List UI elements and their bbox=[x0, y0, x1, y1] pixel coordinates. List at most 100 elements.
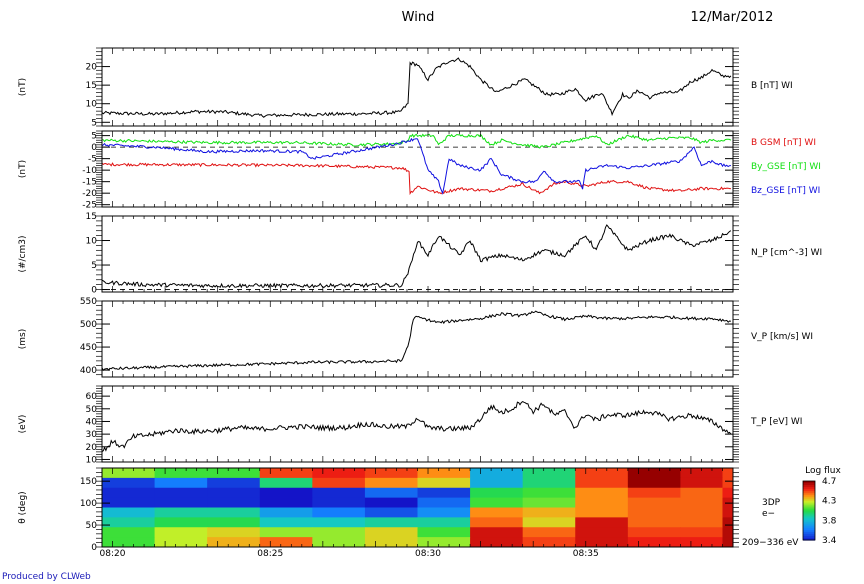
panel-frame bbox=[101, 130, 734, 208]
colorbar-segment bbox=[803, 518, 815, 521]
heatmap-cell bbox=[154, 487, 208, 499]
y-tick-label: 0 bbox=[91, 143, 97, 153]
heatmap-cell bbox=[207, 517, 261, 528]
series-line bbox=[101, 133, 732, 149]
y-tick-label: -20 bbox=[82, 189, 97, 199]
y-tick-label: 0 bbox=[91, 543, 97, 553]
heatmap-cell bbox=[102, 537, 156, 548]
heatmap-cell bbox=[102, 527, 156, 538]
heatmap-cell bbox=[364, 487, 418, 499]
heatmap-cell bbox=[154, 477, 208, 489]
heatmap-cell bbox=[312, 497, 366, 508]
y-tick-label: 40 bbox=[86, 417, 98, 427]
heatmap-cell bbox=[522, 527, 576, 538]
colorbar-segment bbox=[803, 486, 815, 490]
panel-frame bbox=[101, 215, 734, 293]
y-tick-label: 15 bbox=[86, 81, 97, 91]
y-tick-label: 400 bbox=[80, 366, 97, 376]
y-tick-label: 5 bbox=[91, 261, 97, 271]
heatmap-cell bbox=[154, 497, 208, 508]
heatmap-cell bbox=[417, 517, 471, 528]
colorbar-tick-label: 3.4 bbox=[822, 536, 837, 546]
heatmap-cell bbox=[102, 517, 156, 528]
heatmap-cell bbox=[364, 537, 418, 548]
heatmap-cell bbox=[722, 507, 734, 518]
colorbar-segment bbox=[803, 488, 815, 492]
heatmap-cell bbox=[312, 537, 366, 548]
heatmap-cell bbox=[102, 497, 156, 508]
heatmap-cell bbox=[470, 477, 524, 489]
heatmap-cell bbox=[680, 537, 723, 548]
colorbar-segment bbox=[803, 506, 815, 510]
heatmap-cell bbox=[627, 527, 681, 538]
heatmap-cell bbox=[470, 497, 524, 508]
heatmap-cell bbox=[722, 468, 734, 479]
colorbar-segment bbox=[803, 500, 815, 504]
y-tick-label: -15 bbox=[82, 178, 97, 188]
heatmap-cell bbox=[417, 507, 471, 518]
panel-label: e− bbox=[762, 509, 775, 519]
heatmap-cell bbox=[627, 517, 681, 528]
y-tick-label: 100 bbox=[80, 499, 97, 509]
colorbar-tick-label: 4.3 bbox=[822, 497, 836, 507]
heatmap-cell bbox=[417, 527, 471, 538]
series-line bbox=[101, 310, 732, 371]
heatmap-cell bbox=[627, 507, 681, 518]
colorbar-segment bbox=[803, 522, 815, 525]
heatmap-cell bbox=[575, 477, 629, 489]
series-line bbox=[101, 162, 731, 196]
heatmap-cell bbox=[259, 527, 313, 538]
heatmap-cell bbox=[627, 537, 681, 548]
heatmap-cell bbox=[259, 468, 313, 479]
colorbar-segment bbox=[803, 482, 815, 486]
heatmap-cell bbox=[154, 537, 208, 548]
colorbar-frame bbox=[802, 480, 816, 541]
heatmap-cell bbox=[470, 487, 524, 499]
heatmap-cell bbox=[470, 517, 524, 528]
heatmap-cell bbox=[102, 507, 156, 518]
y-tick-label: -10 bbox=[82, 166, 97, 176]
colorbar-segment bbox=[803, 530, 815, 533]
heatmap-cell bbox=[364, 468, 418, 479]
series-line bbox=[101, 137, 731, 195]
heatmap-cell bbox=[470, 537, 524, 548]
y-axis-label: (eV) bbox=[18, 415, 28, 434]
y-tick-label: 150 bbox=[80, 477, 97, 487]
heatmap-cell bbox=[102, 487, 156, 499]
panel-label: 3DP bbox=[762, 498, 781, 508]
heatmap-cell bbox=[259, 537, 313, 548]
heatmap-cell bbox=[364, 507, 418, 518]
heatmap-cell bbox=[259, 497, 313, 508]
heatmap-cell bbox=[722, 537, 734, 548]
heatmap-cell bbox=[522, 477, 576, 489]
legend-entry: N_P [cm^-3] WI bbox=[751, 248, 822, 258]
y-tick-label: 5 bbox=[91, 132, 97, 142]
heatmap-cell bbox=[575, 468, 629, 479]
heatmap-cell bbox=[154, 468, 208, 479]
colorbar-segment bbox=[803, 494, 815, 498]
y-axis-label: (ms) bbox=[18, 329, 28, 349]
colorbar-segment bbox=[803, 502, 815, 506]
heatmap-cell bbox=[312, 487, 366, 499]
y-tick-label: 450 bbox=[80, 343, 97, 353]
heatmap-cell bbox=[312, 507, 366, 518]
heatmap-cell bbox=[154, 507, 208, 518]
heatmap-cell bbox=[680, 468, 723, 479]
colorbar-segment bbox=[803, 516, 815, 519]
heatmap-cell bbox=[575, 537, 629, 548]
heatmap-cell bbox=[680, 517, 723, 528]
heatmap-cell bbox=[312, 517, 366, 528]
heatmap-cell bbox=[154, 517, 208, 528]
time-tick-label: 08:20 bbox=[100, 549, 126, 559]
heatmap-cell bbox=[522, 537, 576, 548]
colorbar-tick-label: 3.8 bbox=[822, 516, 837, 526]
heatmap-cell bbox=[417, 477, 471, 489]
heatmap-cell bbox=[522, 487, 576, 499]
colorbar-segment bbox=[803, 510, 815, 514]
heatmap-cell bbox=[102, 477, 156, 489]
heatmap-cell bbox=[522, 507, 576, 518]
y-tick-label: 5 bbox=[91, 118, 97, 128]
y-tick-label: 500 bbox=[80, 320, 97, 330]
heatmap-cell bbox=[417, 487, 471, 499]
heatmap-cell bbox=[470, 507, 524, 518]
